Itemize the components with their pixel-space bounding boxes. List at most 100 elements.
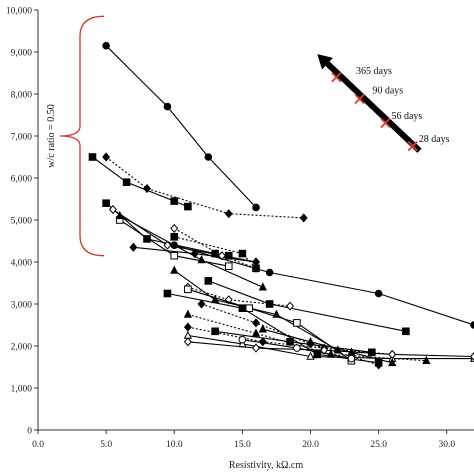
data-point-diamond [252, 318, 260, 328]
series-layer [88, 41, 474, 370]
data-point-circle [163, 102, 172, 111]
series-24 [258, 324, 397, 367]
data-point-circle [252, 203, 260, 212]
data-point-square [224, 262, 233, 270]
x-tick-label: 30.0 [438, 440, 455, 450]
data-point-diamond [224, 209, 233, 219]
series-1 [102, 41, 260, 212]
data-point-square [374, 359, 383, 367]
data-point-circle [238, 335, 247, 344]
data-point-diamond [299, 213, 308, 223]
age-marker-3 [380, 117, 391, 129]
series-7 [115, 210, 267, 291]
age-label: 365 days [356, 66, 392, 77]
data-point-square [238, 304, 247, 312]
data-point-triangle [347, 347, 356, 356]
data-point-circle [170, 241, 179, 249]
age-marker-2 [354, 93, 365, 105]
x-tick-label: 5.0 [100, 440, 112, 450]
data-point-diamond [163, 240, 172, 250]
wc-ratio-label: w/c ratio = 0.50 [46, 104, 57, 167]
y-tick-label: 1,000 [11, 385, 33, 395]
data-point-triangle [183, 309, 192, 318]
age-marker-cross [331, 72, 342, 83]
x-tick-label: 10.0 [166, 440, 183, 450]
x-tick-label: 15.0 [234, 440, 251, 450]
data-point-triangle [258, 324, 267, 333]
data-point-diamond [170, 223, 179, 233]
data-point-triangle [306, 336, 315, 346]
age-arrow-shaft [325, 61, 422, 153]
data-point-triangle [115, 210, 124, 220]
data-point-circle [204, 153, 213, 161]
axes-layer: 0.0 5.0 10.0 15.0 20.0 25.0 30.0 0 1,000 2,000 3,… [6, 7, 474, 471]
data-point-square [143, 235, 151, 243]
data-point-diamond [258, 337, 267, 347]
data-point-circle [265, 268, 274, 277]
data-point-triangle [251, 328, 261, 337]
data-point-square [88, 153, 97, 161]
y-tick-label: 3,000 [11, 301, 33, 311]
data-point-square [170, 251, 179, 260]
data-point-diamond [320, 345, 329, 355]
data-point-circle [374, 289, 383, 298]
data-point-square [102, 199, 110, 207]
data-point-triangle [170, 265, 179, 274]
y-ticks: 0 1,000 2,000 3,000 4,000 5,000 6,000 7,000 8,00… [6, 7, 38, 437]
data-point-triangle [388, 357, 397, 367]
y-tick-label: 2,000 [11, 343, 33, 353]
data-point-square [313, 350, 322, 359]
data-point-diamond [470, 351, 474, 362]
series-line [174, 244, 474, 326]
data-point-square [402, 327, 410, 336]
x-tick-label: 0.0 [32, 440, 44, 450]
series-line [187, 326, 393, 355]
data-point-diamond [143, 183, 151, 194]
age-marker-cross [380, 117, 391, 129]
data-point-square [184, 202, 192, 211]
age-arrow-head [317, 54, 333, 70]
data-point-square [293, 319, 301, 327]
series-22 [211, 327, 376, 357]
data-point-diamond [197, 299, 206, 309]
age-marker-4 [407, 140, 418, 152]
data-point-circle [470, 321, 474, 329]
age-label: 90 days [372, 85, 403, 96]
age-marker-1 [331, 72, 342, 83]
data-point-square [204, 277, 213, 285]
data-point-square [368, 348, 376, 357]
data-point-triangle [197, 254, 206, 264]
data-point-circle [102, 41, 110, 50]
series-8 [129, 242, 260, 267]
data-point-square [238, 249, 247, 258]
data-point-diamond [217, 251, 226, 261]
data-point-diamond [252, 343, 260, 353]
x-axis-title: Resistivity, kΩ.cm [229, 460, 304, 471]
data-point-triangle [422, 355, 431, 364]
data-point-diamond [183, 337, 192, 347]
age-marker-cross [354, 93, 365, 105]
y-tick-label: 0 [27, 427, 32, 437]
x-ticks: 0.0 5.0 10.0 15.0 20.0 25.0 30.0 [32, 430, 455, 450]
series-line [201, 303, 379, 366]
data-point-square [122, 178, 131, 186]
series-line [92, 156, 189, 208]
data-point-circle [347, 354, 356, 363]
y-tick-label: 5,000 [11, 217, 33, 227]
data-point-square [286, 338, 294, 346]
wc-ratio-brace [59, 15, 105, 257]
y-tick-label: 7,000 [11, 133, 33, 143]
data-point-diamond [286, 301, 295, 311]
annotation-layer: w/c ratio = 0.50 365 days 90 days 56 days 28… [46, 15, 450, 257]
age-label: 56 days [391, 111, 422, 122]
y-tick-label: 4,000 [11, 259, 33, 269]
data-point-triangle [306, 351, 315, 360]
series-21 [183, 337, 474, 362]
y-tick-label: 8,000 [11, 91, 33, 101]
series-line [105, 45, 257, 208]
y-tick-label: 9,000 [11, 49, 33, 59]
series-6 [115, 216, 233, 270]
data-point-diamond [102, 152, 111, 162]
